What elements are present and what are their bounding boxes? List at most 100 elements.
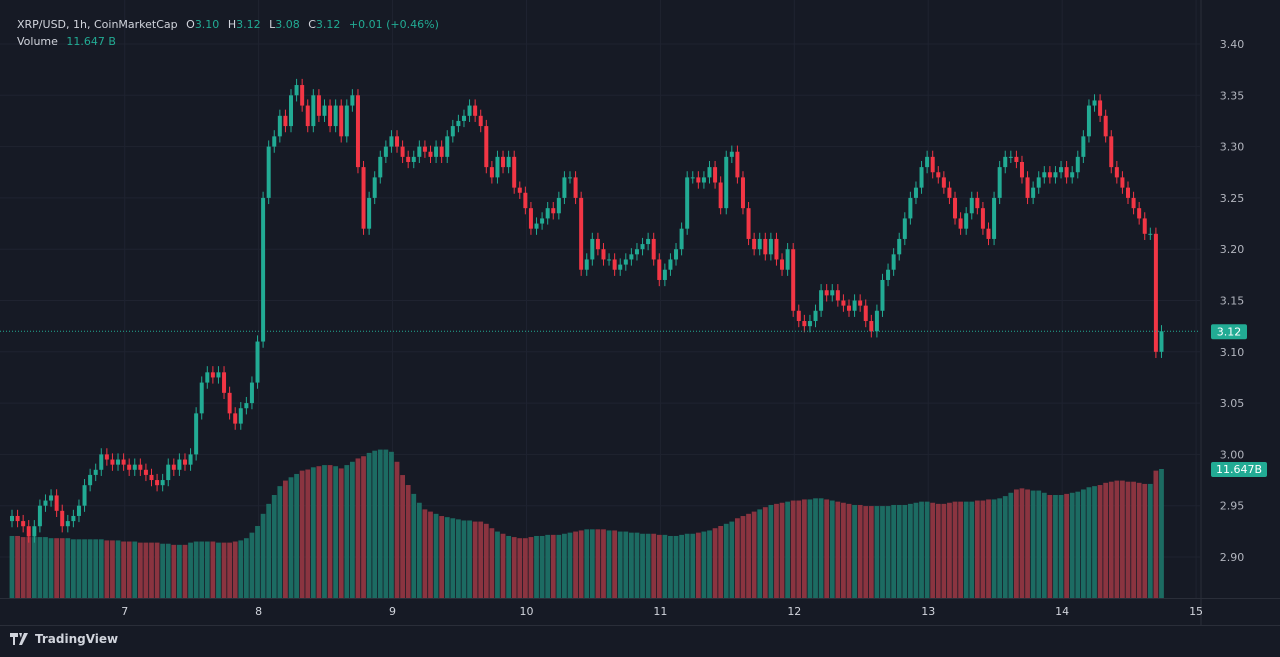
candle-body <box>82 485 87 506</box>
volume-bar <box>841 502 846 598</box>
volume-bar <box>729 521 735 598</box>
volume-bar <box>266 503 272 598</box>
x-tick-label: 8 <box>255 605 262 618</box>
tradingview-logo[interactable]: TradingView <box>10 632 118 646</box>
symbol-info[interactable]: XRP/USD, 1h, CoinMarketCap <box>17 18 178 31</box>
candles <box>10 78 1164 543</box>
candle-body <box>266 146 271 198</box>
volume-label[interactable]: Volume <box>17 35 58 48</box>
volume-bar <box>338 468 344 598</box>
candle-body <box>166 464 171 481</box>
volume-bar <box>472 521 478 598</box>
candle-body <box>713 167 718 183</box>
candle-body <box>222 372 227 393</box>
price-axis[interactable]: 3.40 3.35 3.30 3.25 3.20 3.15 3.10 3.05 3.00 2.95… <box>1220 38 1245 564</box>
candle-body <box>244 403 249 409</box>
volume-bar <box>534 535 539 598</box>
grid <box>0 0 1280 626</box>
volume-bar <box>958 501 963 598</box>
volume-bar <box>299 470 305 598</box>
candle-body <box>32 526 37 537</box>
volume-bar <box>216 542 221 598</box>
y-tick-label: 2.95 <box>1220 500 1245 513</box>
volume-bar <box>182 544 188 598</box>
candle-body <box>434 146 439 157</box>
candle-body <box>395 136 400 147</box>
candle-body <box>512 156 517 188</box>
y-tick-label: 3.15 <box>1220 295 1245 308</box>
candle-body <box>651 238 656 260</box>
volume-bar <box>126 541 132 598</box>
candle-body <box>1086 105 1091 137</box>
volume-bar <box>712 528 718 598</box>
candle-body <box>573 177 578 198</box>
candle-body <box>768 238 773 255</box>
candle-body <box>1031 187 1036 198</box>
candle-body <box>456 120 461 127</box>
volume-bar <box>255 526 260 598</box>
ohlc-row: XRP/USD, 1h, CoinMarketCap O3.10 H3.12 L… <box>17 18 439 31</box>
candle-body <box>679 228 684 250</box>
volume-bar <box>735 518 740 598</box>
candle-body <box>891 254 896 270</box>
volume-bar <box>573 531 578 598</box>
volume-bar <box>511 537 517 598</box>
volume-bar <box>902 504 908 598</box>
volume-bar <box>668 535 673 598</box>
volume-bar <box>76 539 82 598</box>
candle-body <box>1126 187 1130 198</box>
volume-bar <box>1131 481 1136 598</box>
volume-bar <box>628 532 634 598</box>
candle-body <box>339 105 344 137</box>
candle-body <box>1137 208 1142 219</box>
candle-body <box>880 279 885 311</box>
candle-body <box>1153 233 1158 352</box>
volume-bar <box>550 534 556 598</box>
volume-bar <box>612 530 618 598</box>
candle-body <box>1159 331 1164 352</box>
x-tick-label: 13 <box>921 605 935 618</box>
volume-bar <box>589 529 595 598</box>
volume-bar <box>774 503 779 598</box>
x-tick-label: 10 <box>519 605 533 618</box>
candle-body <box>10 515 14 522</box>
volume-bar <box>740 516 746 598</box>
volume-bar <box>562 533 567 598</box>
candle-body <box>852 300 857 311</box>
volume-bar <box>394 461 400 598</box>
volume-value: 11.647 B <box>66 35 116 48</box>
volume-bar <box>718 526 724 598</box>
volume-bar <box>595 529 601 598</box>
change-value: +0.01 (+0.46%) <box>348 18 439 31</box>
candle-body <box>992 197 997 239</box>
volume-bar <box>249 532 255 598</box>
candle-body <box>729 151 734 157</box>
volume-bar <box>1064 493 1070 598</box>
volume-bar <box>645 533 651 598</box>
volume-bar <box>746 513 751 598</box>
candle-body <box>60 510 65 527</box>
candle-body <box>696 177 701 183</box>
candle-body <box>841 300 846 306</box>
x-tick-label: 12 <box>787 605 801 618</box>
volume-bar <box>294 473 299 598</box>
last-volume-badge-text: 11.647B <box>1216 463 1262 476</box>
candle-body <box>49 495 54 501</box>
volume-bar <box>1047 494 1053 598</box>
volume-bar <box>433 513 439 598</box>
volume-bar <box>701 531 707 598</box>
volume-bar <box>199 541 205 598</box>
candle-body <box>830 290 835 296</box>
volume-bar <box>271 494 277 598</box>
volume-bar <box>193 541 199 598</box>
volume-bar <box>1114 480 1120 598</box>
volume-bar <box>327 465 333 598</box>
volume-bar <box>578 530 584 598</box>
time-axis[interactable]: 7 8 9 10 11 12 13 14 15 <box>121 605 1203 618</box>
candle-body <box>300 85 305 106</box>
volume-bar <box>991 499 997 598</box>
candle-body <box>127 464 132 470</box>
volume-bar <box>15 535 20 598</box>
brand-name: TradingView <box>35 632 119 646</box>
